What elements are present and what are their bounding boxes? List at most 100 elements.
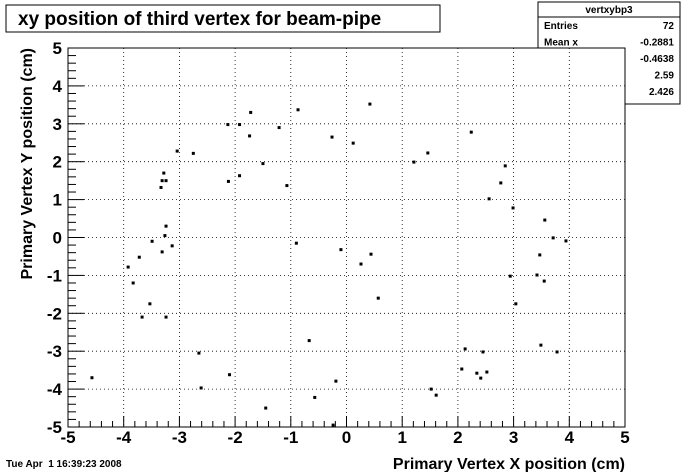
y-tick-label: 4	[53, 77, 63, 96]
y-tick-label: 5	[53, 39, 62, 58]
point	[277, 126, 281, 130]
point	[539, 343, 543, 347]
footer-date: Tue Apr 1 16:39:23 2008	[6, 459, 122, 470]
point	[542, 279, 546, 283]
point	[226, 123, 230, 127]
point	[485, 370, 489, 374]
point	[434, 393, 438, 397]
stats-label: Mean x	[544, 38, 578, 49]
x-tick-label: 5	[620, 428, 629, 447]
point	[334, 379, 338, 383]
point	[331, 423, 335, 427]
y-tick-label: 0	[53, 229, 62, 248]
x-tick-label: 3	[509, 428, 518, 447]
point	[499, 181, 503, 185]
point	[197, 351, 201, 355]
point	[162, 171, 166, 175]
point	[535, 273, 539, 277]
y-tick-label: -3	[47, 342, 62, 361]
point	[412, 160, 416, 164]
point	[368, 102, 372, 106]
point	[294, 241, 298, 245]
point	[163, 234, 167, 238]
x-tick-label: -2	[228, 428, 243, 447]
point	[126, 265, 130, 269]
x-tick-label: -5	[60, 428, 75, 447]
x-tick-label: 4	[565, 428, 575, 447]
point	[150, 239, 154, 243]
point	[175, 149, 179, 153]
point	[511, 206, 515, 210]
point	[228, 373, 232, 377]
point	[148, 302, 152, 306]
stats-value: -0.2881	[640, 38, 674, 49]
x-tick-label: -3	[172, 428, 187, 447]
point	[543, 218, 547, 222]
y-tick-label: -5	[47, 418, 62, 437]
x-axis-label: Primary Vertex X position (cm)	[393, 456, 625, 472]
title-box	[5, 4, 441, 33]
stats-value: 2.426	[649, 87, 674, 98]
point	[238, 174, 242, 178]
point	[503, 164, 507, 168]
point	[351, 141, 355, 145]
x-tick-label: 2	[453, 428, 462, 447]
y-tick-label: 2	[53, 153, 62, 172]
x-tick-label: 1	[397, 428, 406, 447]
point	[160, 250, 164, 254]
point	[264, 406, 268, 410]
point	[376, 296, 380, 300]
point	[307, 339, 311, 343]
stats-title: vertxybp3	[585, 5, 633, 16]
y-tick-label: 3	[53, 115, 62, 134]
point	[481, 350, 485, 354]
y-tick-label: 1	[53, 191, 62, 210]
point	[551, 236, 555, 240]
point	[429, 387, 433, 391]
point	[479, 376, 483, 380]
y-tick-label: -2	[47, 304, 62, 323]
point	[159, 185, 163, 189]
point	[164, 179, 168, 183]
point	[137, 255, 141, 259]
point	[164, 224, 168, 228]
point	[285, 184, 289, 188]
point	[90, 376, 94, 380]
point	[164, 315, 168, 319]
point	[191, 151, 195, 155]
x-tick-label: -1	[283, 428, 298, 447]
stats-label: Entries	[544, 21, 578, 32]
point	[469, 130, 473, 134]
point	[426, 151, 430, 155]
point	[296, 108, 300, 112]
stats-value: 2.59	[655, 71, 675, 82]
chart-title: xy position of third vertex for beam-pip…	[18, 9, 381, 30]
x-tick-label: -4	[116, 428, 132, 447]
point	[131, 281, 135, 285]
y-tick-label: -4	[47, 380, 63, 399]
point	[160, 179, 164, 183]
point	[359, 262, 363, 266]
y-tick-label: -1	[47, 266, 62, 285]
point	[248, 134, 252, 138]
y-axis-label: Primary Vertex Y position (cm)	[19, 48, 36, 280]
point	[369, 252, 373, 256]
point	[170, 244, 174, 248]
x-tick-label: 0	[342, 428, 351, 447]
point	[330, 135, 334, 139]
point	[487, 197, 491, 201]
point	[339, 248, 343, 252]
stats-value: -0.4638	[640, 54, 674, 65]
point	[460, 367, 464, 371]
point	[261, 162, 265, 166]
point	[508, 274, 512, 278]
point	[555, 350, 559, 354]
point	[514, 302, 518, 306]
point	[463, 347, 467, 351]
point	[475, 371, 479, 375]
point	[238, 123, 242, 127]
point	[564, 239, 568, 243]
stats-value: 72	[663, 21, 675, 32]
point	[199, 386, 203, 390]
